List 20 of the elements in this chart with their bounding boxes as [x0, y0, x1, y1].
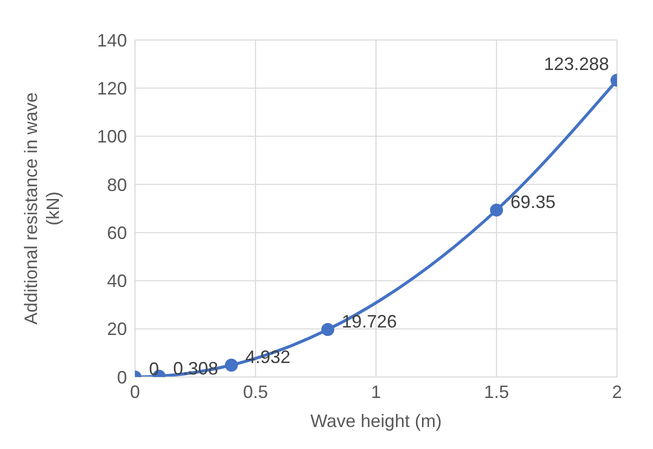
y-tick-label: 0: [116, 367, 127, 388]
y-tick-label: 120: [96, 78, 127, 99]
x-tick-label: 1: [370, 382, 382, 402]
x-axis-title: Wave height (m): [310, 411, 442, 431]
y-axis-title: Additional resistance in wave (kN): [21, 92, 63, 325]
y-tick-label: 80: [106, 174, 127, 195]
point: [224, 358, 238, 372]
x-tick-label: 0.5: [242, 382, 268, 402]
data-label: 69.35: [510, 192, 556, 212]
y-tick-label: 100: [96, 126, 127, 147]
y-tick-label: 20: [106, 319, 127, 340]
y-tick-label: 60: [106, 222, 127, 243]
y-tick-label: 140: [96, 30, 127, 50]
data-label: 19.726: [342, 312, 397, 332]
x-tick-label: 2: [612, 382, 622, 402]
x-tick-label: 0: [130, 382, 140, 402]
data-label: 123.288: [544, 54, 609, 74]
x-tick-label: 1.5: [484, 382, 510, 402]
point: [321, 323, 334, 336]
y-tick-label: 40: [106, 271, 127, 292]
